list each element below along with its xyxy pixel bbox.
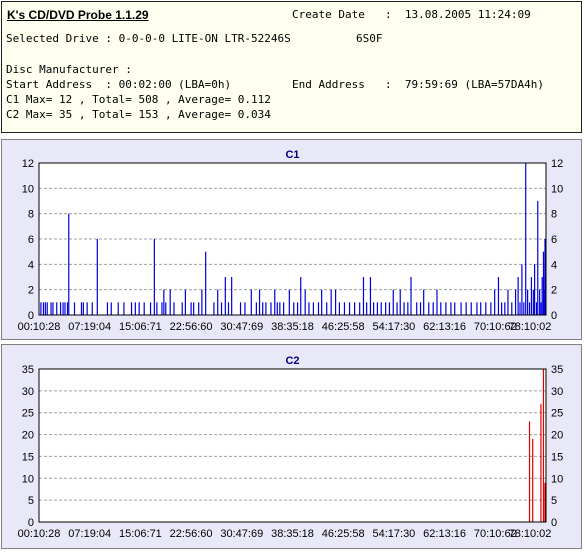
end-address-label: End Address xyxy=(292,78,365,91)
x-tick-label: 54:17:30 xyxy=(372,528,415,540)
y-tick-label-left: 30 xyxy=(22,386,34,398)
plot-area xyxy=(39,369,546,522)
y-tick-label-left: 20 xyxy=(22,430,34,442)
y-tick-label-right: 25 xyxy=(551,408,563,420)
x-tick-label: 38:35:18 xyxy=(271,528,314,540)
y-tick-label-left: 0 xyxy=(28,517,34,529)
create-date-label: Create Date xyxy=(292,8,365,21)
y-tick-label-left: 10 xyxy=(22,473,34,485)
selected-drive: Selected Drive : 0-0-0-0 LITE-ON LTR-522… xyxy=(6,32,291,45)
y-tick-label-left: 25 xyxy=(22,408,34,420)
info-header: K's CD/DVD Probe 1.1.29 Create Date : 13… xyxy=(1,1,582,133)
plot-border xyxy=(38,162,547,316)
c2-chart: C2 0 0 5 5 10 10 15 15 20 20 25 25 30 30 35 35 00:10:28 07… xyxy=(18,355,564,540)
y-tick-label-right: 12 xyxy=(551,158,563,170)
x-tick-label: 46:25:58 xyxy=(322,528,365,540)
y-tick-label-right: 0 xyxy=(551,517,557,529)
y-tick-label-right: 0 xyxy=(551,310,557,322)
x-tick-label: 78:10:02 xyxy=(509,321,552,333)
y-tick-label-right: 10 xyxy=(551,473,563,485)
x-tick-label: 22:56:60 xyxy=(170,321,213,333)
y-tick-label-right: 20 xyxy=(551,430,563,442)
y-tick-label-left: 10 xyxy=(22,183,34,195)
y-tick-label-left: 6 xyxy=(28,234,34,246)
y-tick-label-left: 15 xyxy=(22,451,34,463)
c1-chart-panel: C1 0 0 2 2 4 4 6 6 8 8 10 10 12 12 00:10:28 07:19:04 15:0… xyxy=(1,139,582,340)
y-tick-label-right: 15 xyxy=(551,451,563,463)
x-tick-label: 46:25:58 xyxy=(322,321,365,333)
c1-summary: C1 Max= 12 , Total= 508 , Average= 0.112 xyxy=(6,93,271,106)
x-tick-label: 54:17:30 xyxy=(372,321,415,333)
create-date-value: : 13.08.2005 11:24:09 xyxy=(385,8,531,21)
y-tick-label-right: 8 xyxy=(551,209,557,221)
drive-firmware: 6S0F xyxy=(356,32,383,45)
y-tick-label-left: 12 xyxy=(22,158,34,170)
x-tick-label: 70:10:62 xyxy=(474,528,517,540)
x-tick-label: 07:19:04 xyxy=(68,528,111,540)
x-tick-label: 22:56:60 xyxy=(170,528,213,540)
y-tick-label-right: 2 xyxy=(551,285,557,297)
y-tick-label-left: 4 xyxy=(28,259,34,271)
x-tick-label: 00:10:28 xyxy=(18,321,61,333)
y-tick-label-right: 6 xyxy=(551,234,557,246)
app-title: K's CD/DVD Probe 1.1.29 xyxy=(7,8,149,22)
x-tick-label: 78:10:02 xyxy=(509,528,552,540)
plot-border xyxy=(38,368,547,523)
chart-title: C1 xyxy=(285,149,299,161)
y-tick-label-left: 2 xyxy=(28,285,34,297)
c2-summary: C2 Max= 35 , Total= 153 , Average= 0.034 xyxy=(6,108,271,121)
y-tick-label-left: 5 xyxy=(28,495,34,507)
c2-chart-panel: C2 0 0 5 5 10 10 15 15 20 20 25 25 30 30 35 35 00:10:28 07… xyxy=(1,344,582,549)
x-tick-label: 38:35:18 xyxy=(271,321,314,333)
x-tick-label: 30:47:69 xyxy=(220,528,263,540)
chart-title: C2 xyxy=(285,355,299,367)
end-address-value: : 79:59:69 (LBA=57DA4h) xyxy=(385,78,544,91)
y-tick-label-right: 5 xyxy=(551,495,557,507)
y-tick-label-left: 0 xyxy=(28,310,34,322)
y-tick-label-right: 35 xyxy=(551,364,563,376)
x-tick-label: 15:06:71 xyxy=(119,321,162,333)
c1-chart: C1 0 0 2 2 4 4 6 6 8 8 10 10 12 12 00:10:28 07:19:04 15:0… xyxy=(18,149,564,333)
x-tick-label: 15:06:71 xyxy=(119,528,162,540)
x-tick-label: 30:47:69 xyxy=(220,321,263,333)
y-tick-label-left: 35 xyxy=(22,364,34,376)
disc-manufacturer: Disc Manufacturer : xyxy=(6,63,132,76)
x-tick-label: 00:10:28 xyxy=(18,528,61,540)
x-tick-label: 07:19:04 xyxy=(68,321,111,333)
start-address: Start Address : 00:02:00 (LBA=0h) xyxy=(6,78,232,91)
x-tick-label: 62:13:16 xyxy=(423,528,466,540)
y-tick-label-right: 10 xyxy=(551,183,563,195)
x-tick-label: 70:10:62 xyxy=(474,321,517,333)
y-tick-label-right: 4 xyxy=(551,259,557,271)
x-tick-label: 62:13:16 xyxy=(423,321,466,333)
y-tick-label-right: 30 xyxy=(551,386,563,398)
y-tick-label-left: 8 xyxy=(28,209,34,221)
